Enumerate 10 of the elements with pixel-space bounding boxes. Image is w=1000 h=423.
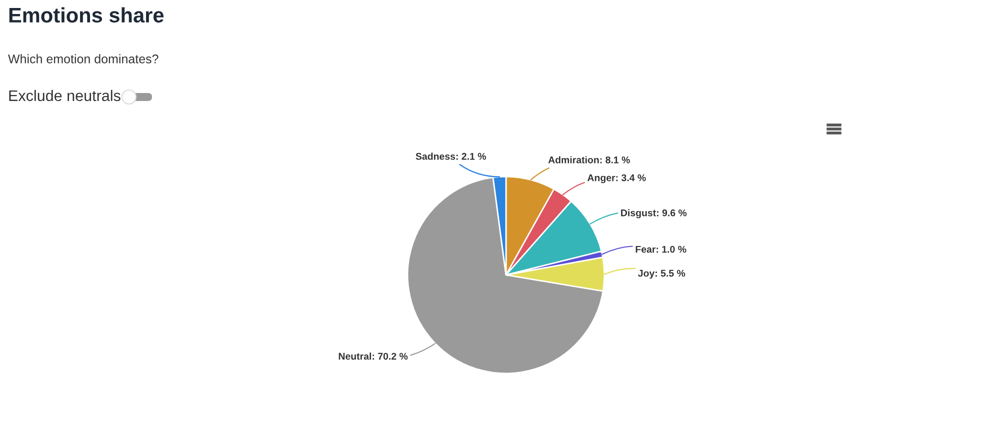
text: Exclude neutrals bbox=[9, 90, 120, 102]
text: Which emotion dominates? bbox=[8, 54, 158, 64]
slice-label: Anger: 3.4 % bbox=[587, 174, 646, 184]
text: Emotions share bbox=[9, 7, 164, 23]
slice-label: Joy: 5.5 % bbox=[638, 270, 686, 279]
slice-label: Disgust: 9.6 % bbox=[621, 209, 687, 218]
slice-label: Fear: 1.0 % bbox=[636, 246, 686, 253]
slice-label: Sadness: 2.1 % bbox=[416, 152, 486, 160]
slice-label: Admiration: 8.1 % bbox=[548, 156, 630, 164]
slice-label: Neutral: 70.2 % bbox=[338, 352, 408, 360]
